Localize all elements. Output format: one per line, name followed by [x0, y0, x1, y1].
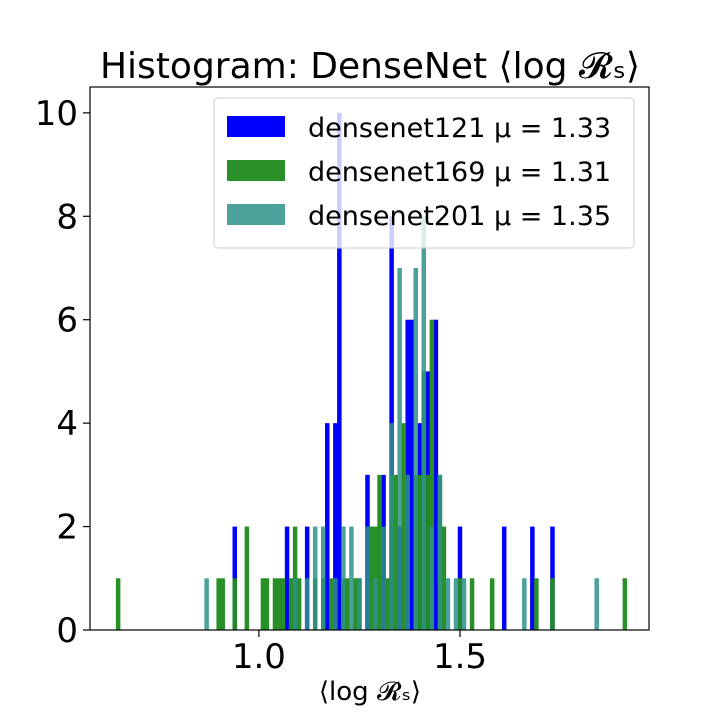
bar-densenet169-35: [469, 578, 475, 630]
bar-densenet169-5: [260, 578, 266, 630]
bar-densenet169-17: [345, 578, 350, 630]
bar-densenet201-15: [413, 268, 418, 630]
bar-densenet201-12: [389, 423, 394, 630]
bar-densenet169-36: [489, 578, 495, 630]
bar-densenet201-1: [292, 578, 298, 630]
bar-densenet169-1: [216, 578, 221, 630]
bar-densenet201-21: [461, 578, 467, 630]
bar-densenet201-22: [522, 578, 527, 630]
bar-densenet121-17: [530, 526, 535, 630]
bar-densenet201-2: [304, 578, 310, 630]
bar-densenet201-23: [594, 578, 599, 630]
bar-densenet121-5: [337, 112, 342, 631]
bar-densenet169-30: [425, 474, 431, 630]
legend-label-densenet201: densenet201 μ = 1.35: [308, 201, 611, 232]
x-tick-label: 1.0: [232, 637, 286, 677]
bar-densenet169-25: [393, 474, 398, 630]
bar-densenet121-16: [501, 526, 507, 630]
bar-densenet169-38: [550, 578, 555, 630]
bar-densenet201-9: [365, 526, 370, 630]
bar-densenet121-4: [333, 423, 338, 630]
bar-densenet201-19: [445, 578, 451, 630]
bar-densenet169-22: [377, 474, 382, 630]
x-tick-label: 1.5: [433, 637, 487, 677]
legend: densenet121 μ = 1.33 densenet169 μ = 1.31…: [213, 97, 635, 249]
bar-densenet121-15: [457, 526, 463, 630]
y-axis: 0 2 4 6 8 10: [35, 94, 90, 651]
bars-layer: [115, 112, 628, 631]
bar-densenet169-8: [276, 578, 282, 630]
y-tick-label: 8: [56, 197, 78, 237]
legend-swatch-densenet201: [227, 204, 285, 225]
plot-frame: [89, 86, 650, 631]
legend-box: [213, 97, 635, 249]
bar-densenet169-37: [534, 578, 539, 630]
legend-label-densenet121: densenet121 μ = 1.33: [308, 113, 611, 144]
bar-densenet201-0: [204, 578, 209, 630]
x-axis: 1.0 1.5: [232, 630, 487, 677]
bar-densenet169-6: [264, 578, 270, 630]
bar-densenet169-7: [272, 578, 278, 630]
bar-densenet169-18: [353, 578, 358, 630]
bar-densenet201-10: [373, 578, 378, 630]
bar-densenet201-16: [421, 216, 427, 631]
bar-densenet169-21: [373, 526, 378, 630]
bar-densenet169-12: [296, 578, 302, 630]
bar-densenet169-20: [369, 526, 374, 630]
bar-densenet169-4: [244, 526, 250, 630]
bar-densenet201-11: [381, 526, 386, 630]
y-tick-label: 0: [56, 611, 78, 651]
bar-densenet121-2: [304, 526, 310, 630]
bar-densenet169-31: [429, 319, 435, 630]
legend-label-densenet169: densenet169 μ = 1.31: [308, 157, 611, 188]
bar-densenet201-3: [312, 526, 318, 630]
bar-densenet169-9: [280, 578, 286, 630]
bar-densenet169-11: [292, 526, 298, 630]
bar-densenet121-0: [232, 526, 238, 630]
bar-densenet121-18: [550, 526, 555, 630]
bar-densenet169-39: [622, 578, 628, 630]
legend-swatch-densenet169: [227, 160, 285, 181]
bar-densenet201-8: [357, 578, 362, 630]
bar-densenet169-23: [385, 578, 390, 630]
chart-title: Histogram: DenseNet ⟨log 𝓡ₛ⟩: [100, 46, 640, 87]
bar-densenet201-14: [405, 474, 410, 630]
y-tick-label: 6: [56, 301, 78, 341]
bar-densenet201-18: [437, 474, 443, 630]
bar-densenet169-10: [288, 578, 294, 630]
bar-densenet121-1: [284, 526, 290, 630]
bar-densenet169-3: [232, 578, 238, 630]
bar-densenet169-15: [329, 578, 334, 630]
bar-densenet201-7: [349, 526, 354, 630]
bar-densenet201-6: [341, 526, 346, 630]
x-axis-label: ⟨log 𝓡ₛ⟩: [319, 677, 421, 707]
bar-densenet121-14: [433, 319, 439, 630]
bar-densenet201-20: [453, 578, 459, 630]
bar-densenet201-17: [429, 526, 435, 630]
y-tick-label: 10: [35, 94, 78, 134]
bar-densenet121-10: [405, 319, 410, 630]
bar-densenet169-34: [457, 578, 463, 630]
legend-swatch-densenet121: [227, 116, 285, 137]
bar-densenet169-26: [401, 423, 406, 630]
bar-densenet169-33: [441, 526, 447, 630]
bar-densenet169-28: [417, 474, 423, 630]
bar-densenet121-11: [409, 319, 414, 630]
bar-densenet121-3: [325, 423, 330, 630]
bar-densenet201-4: [321, 526, 326, 630]
bar-densenet169-0: [115, 578, 121, 630]
y-tick-label: 2: [56, 508, 78, 548]
y-tick-label: 4: [56, 404, 78, 444]
bar-densenet201-5: [333, 578, 338, 630]
bar-densenet201-13: [397, 268, 402, 630]
bar-densenet169-2: [220, 578, 225, 630]
